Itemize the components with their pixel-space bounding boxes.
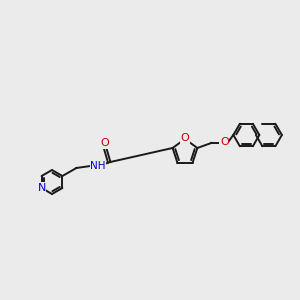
Text: N: N bbox=[38, 183, 46, 193]
Text: O: O bbox=[100, 138, 109, 148]
Text: O: O bbox=[220, 137, 229, 147]
Text: O: O bbox=[181, 133, 189, 143]
Text: NH: NH bbox=[90, 161, 106, 171]
